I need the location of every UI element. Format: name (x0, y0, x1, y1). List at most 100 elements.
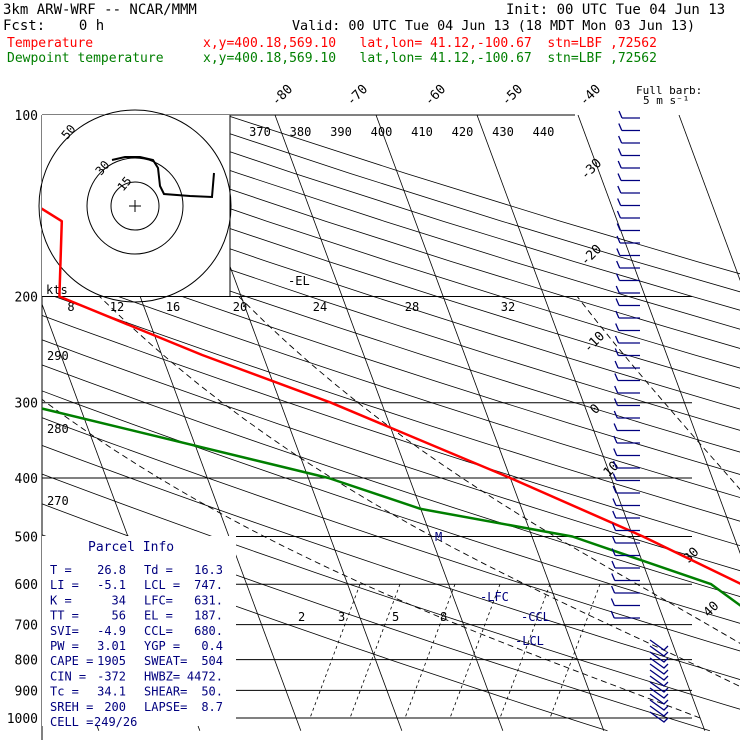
parcel-info-title: Parcel Info (88, 540, 174, 555)
pressure-label-700: 700 (15, 619, 38, 634)
wind-barb (616, 260, 640, 269)
wind-barbs: Full barb:5 m s⁻¹ (610, 84, 702, 723)
mixing-ratio-label: 8 (440, 610, 447, 624)
parcel-row-value: 26.8 (97, 563, 126, 577)
dry-adiabat (42, 473, 740, 710)
mixing-ratio-line (404, 584, 456, 719)
dry-adiabat (42, 364, 740, 598)
dry-adiabat (173, 115, 740, 293)
parcel-row-value: 747. (194, 578, 223, 592)
wind-barb (649, 645, 669, 657)
dry-adiabat (42, 182, 740, 410)
theta-label-top: 440 (533, 125, 555, 139)
theta-label-top: 390 (330, 125, 352, 139)
isotherm-label-top: -50 (499, 82, 526, 109)
pressure-label-1000: 1000 (7, 712, 38, 727)
wind-barb (612, 498, 640, 507)
parcel-row-label: SREH = (50, 700, 93, 714)
wind-barb (613, 398, 640, 407)
wind-barb (613, 410, 640, 419)
wind-barb (612, 473, 640, 482)
pressure-label-900: 900 (15, 684, 38, 699)
wind-barb (649, 651, 669, 663)
dry-adiabat (42, 224, 740, 453)
parcel-row-label: SHEAR= (144, 685, 187, 699)
dewpoint-profile (42, 407, 740, 607)
wind-barb (649, 693, 669, 705)
mixing-ratio-line (309, 584, 361, 719)
wind-barb (615, 323, 640, 332)
parcel-row-label: K = (50, 593, 72, 607)
theta-label-left: 280 (47, 422, 69, 436)
parcel-row-label: SVI= (50, 624, 79, 638)
wind-barb (649, 681, 669, 693)
isotherm-label-top: -80 (269, 82, 296, 109)
parcel-row-label: YGP = (144, 639, 180, 653)
wind-barb (614, 360, 640, 369)
wind-barb (615, 310, 640, 319)
forecast-hour: Fcst: 0 h (3, 18, 105, 34)
isotherm (375, 115, 605, 731)
parcel-row-value: -5.1 (97, 578, 126, 592)
wind-barb (613, 448, 640, 457)
parcel-row-value: 187. (194, 609, 223, 623)
wind-barb (649, 711, 669, 723)
temperature-location: x,y=400.18,569.10 lat,lon= 41.12,-100.67… (203, 36, 657, 51)
wind-barb (616, 248, 640, 257)
dry-adiabat (42, 339, 740, 572)
valid-time: Valid: 00 UTC Tue 04 Jun 13 (18 MDT Mon … (292, 19, 696, 34)
parcel-row-value: -372 (97, 669, 126, 683)
mixing-ratio-label: 3 (338, 610, 345, 624)
wind-barb (611, 535, 640, 544)
dry-adiabat (42, 203, 740, 431)
hodograph-speed-label: 16 (166, 300, 180, 314)
hodograph-speed-label: 8 (67, 300, 74, 314)
wind-legend-unit: 5 m s⁻¹ (643, 94, 689, 107)
mixing-ratio-label: 2 (298, 610, 305, 624)
parcel-row-label: TT = (50, 609, 79, 623)
pressure-label-500: 500 (15, 530, 38, 545)
parcel-row-label: HWBZ= (144, 669, 180, 683)
parcel-row-value: 200 (104, 700, 126, 714)
theta-label-top: 370 (249, 125, 271, 139)
wind-barb (649, 639, 669, 651)
hodograph-ring (110, 181, 160, 231)
wind-barb (611, 573, 640, 582)
theta-label-top: 420 (452, 125, 474, 139)
wind-barb (615, 273, 640, 282)
wind-barb (649, 705, 669, 717)
parcel-row-label: PW = (50, 639, 79, 653)
level-marker: -LFC (480, 590, 509, 604)
level-marker: -EL (288, 274, 310, 288)
mixing-ratio-line (549, 584, 601, 719)
wind-barb (616, 223, 640, 232)
model-title: 3km ARW-WRF -- NCAR/MMM (3, 2, 197, 18)
dry-adiabat (42, 417, 740, 652)
pressure-label-100: 100 (15, 109, 38, 124)
wind-barb (614, 348, 640, 357)
wind-barb (617, 173, 640, 182)
mixing-ratio-line (449, 584, 501, 719)
wind-barb (612, 460, 640, 469)
parcel-row-label: LFC= (144, 593, 173, 607)
dry-adiabat (42, 445, 740, 680)
parcel-row-value: 4472. (187, 669, 223, 683)
wind-legend-title: Full barb: (636, 84, 702, 97)
wind-barb (614, 335, 640, 344)
init-time: Init: 00 UTC Tue 04 Jun 13 (506, 2, 726, 18)
hodograph-unit: kts (46, 283, 68, 297)
isotherm (274, 115, 504, 731)
temperature-profile (42, 207, 740, 585)
isotherm-label-top: -70 (344, 82, 371, 109)
isotherm-label-top: -60 (422, 82, 449, 109)
parcel-row-label: CIN = (50, 669, 86, 683)
isotherm (678, 115, 740, 282)
parcel-row-value: 0.4 (201, 639, 223, 653)
sounding-profiles (42, 207, 740, 607)
dry-adiabat (42, 291, 740, 522)
wind-barb (612, 510, 640, 519)
hodograph-trace (111, 156, 215, 199)
